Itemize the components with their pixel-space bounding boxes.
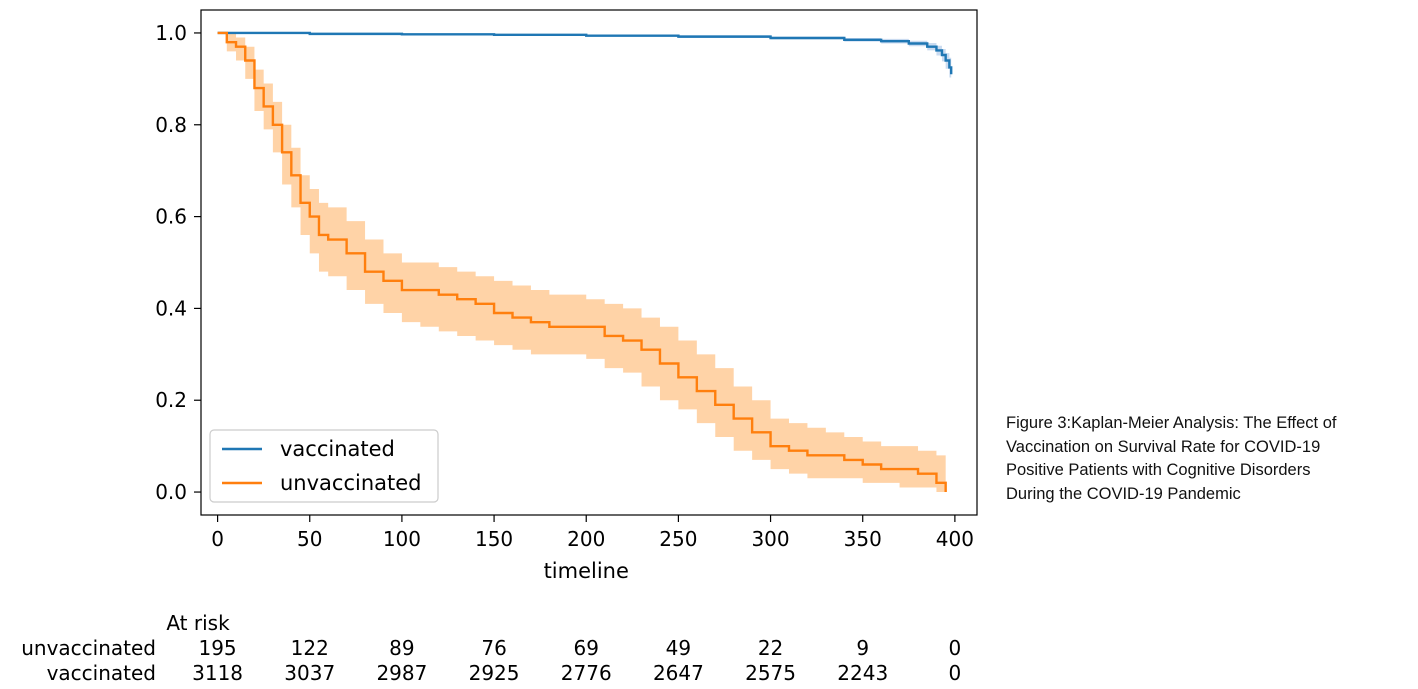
- y-tick-label: 0.2: [155, 388, 187, 412]
- at-risk-value: 122: [291, 636, 329, 660]
- at-risk-title: At risk: [166, 611, 230, 635]
- x-tick-label: 350: [844, 527, 882, 551]
- ci-band-vaccinated: [217, 32, 952, 86]
- x-tick-label: 400: [936, 527, 974, 551]
- at-risk-value: 76: [481, 636, 506, 660]
- at-risk-table: At risk unvaccinated 195 122 89 76 69 49 22 9 0 vac…: [21, 611, 961, 685]
- x-tick-label: 50: [297, 527, 322, 551]
- at-risk-row-label: unvaccinated: [21, 636, 156, 660]
- at-risk-value: 2925: [469, 661, 520, 685]
- at-risk-value: 0: [949, 636, 962, 660]
- at-risk-value: 0: [949, 661, 962, 685]
- y-tick-label: 0.8: [155, 113, 187, 137]
- x-tick-label: 200: [567, 527, 605, 551]
- x-tick-label: 100: [383, 527, 421, 551]
- at-risk-value: 49: [666, 636, 691, 660]
- legend: vaccinated unvaccinated: [209, 429, 439, 503]
- at-risk-value: 195: [198, 636, 236, 660]
- at-risk-value: 69: [574, 636, 599, 660]
- plot-area: [217, 31, 953, 493]
- at-risk-value: 2776: [561, 661, 612, 685]
- x-axis-title: timeline: [544, 559, 629, 583]
- legend-box: [209, 429, 439, 503]
- at-risk-value: 2575: [745, 661, 796, 685]
- at-risk-value: 3118: [192, 661, 243, 685]
- axes: 0 50 100 150 200 250 300 350 400 0.0 0.2 0.4 0.6 0.8 1…: [155, 9, 978, 583]
- caption-line: Figure 3:Kaplan-Meier Analysis: The Effe…: [1006, 414, 1337, 432]
- series-line-vaccinated: [217, 31, 953, 75]
- figure-caption: Figure 3:Kaplan-Meier Analysis: The Effe…: [1006, 412, 1411, 506]
- y-tick-label: 1.0: [155, 21, 187, 45]
- x-tick-label: 250: [659, 527, 697, 551]
- legend-label-vaccinated: vaccinated: [280, 437, 395, 461]
- series-line-unvaccinated: [217, 31, 947, 493]
- ci-band-unvaccinated: [217, 32, 946, 493]
- at-risk-value: 89: [389, 636, 414, 660]
- caption-line: Positive Patients with Cognitive Disorde…: [1006, 461, 1311, 479]
- at-risk-value: 3037: [284, 661, 335, 685]
- x-tick-label: 150: [475, 527, 513, 551]
- at-risk-value: 2647: [653, 661, 704, 685]
- x-tick-label: 0: [211, 527, 224, 551]
- at-risk-row-label: vaccinated: [47, 661, 156, 685]
- caption-line: During the COVID-19 Pandemic: [1006, 484, 1241, 503]
- at-risk-value: 9: [856, 636, 869, 660]
- y-tick-label: 0.4: [155, 296, 187, 320]
- x-tick-label: 300: [751, 527, 789, 551]
- plot-frame: [200, 9, 978, 516]
- y-tick-label: 0.6: [155, 205, 187, 229]
- at-risk-value: 22: [758, 636, 783, 660]
- y-tick-label: 0.0: [155, 480, 187, 504]
- caption-line: Vaccination on Survival Rate for COVID-1…: [1006, 437, 1321, 456]
- at-risk-value: 2987: [376, 661, 427, 685]
- legend-label-unvaccinated: unvaccinated: [280, 471, 422, 495]
- at-risk-value: 2243: [837, 661, 888, 685]
